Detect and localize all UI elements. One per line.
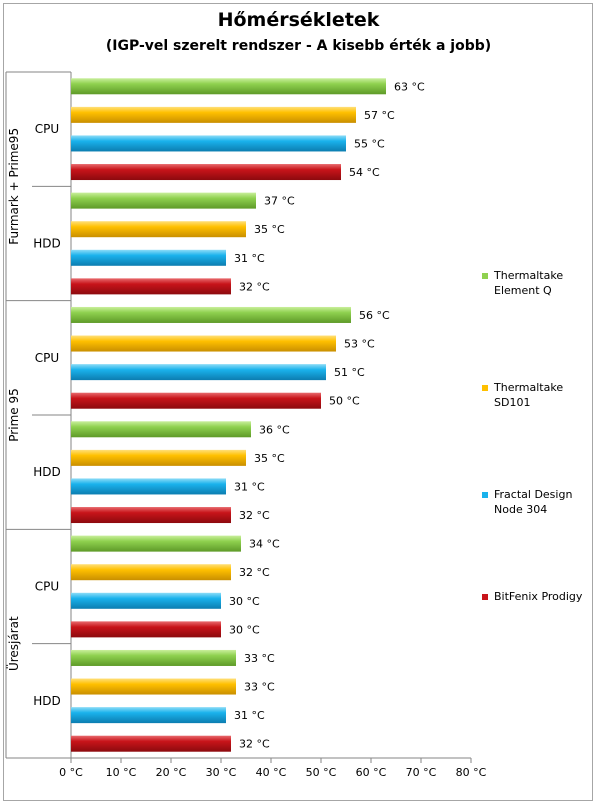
legend-swatch	[482, 492, 488, 498]
subgroup-label: CPU	[35, 580, 59, 594]
chart-title: Hőmérsékletek	[217, 9, 380, 31]
data-label: 53 °C	[344, 338, 375, 351]
data-label: 31 °C	[234, 709, 265, 722]
bar	[71, 249, 226, 266]
data-label: 57 °C	[364, 109, 395, 122]
bar	[71, 735, 231, 752]
bar	[71, 592, 221, 609]
data-label: 55 °C	[354, 137, 385, 150]
data-label: 31 °C	[234, 480, 265, 493]
legend-label: Element Q	[494, 284, 552, 297]
bar	[71, 221, 246, 238]
data-label: 35 °C	[254, 223, 285, 236]
data-label: 56 °C	[359, 309, 390, 322]
data-label: 33 °C	[244, 681, 275, 694]
data-label: 51 °C	[334, 366, 365, 379]
data-label: 54 °C	[349, 166, 380, 179]
bar	[71, 306, 351, 323]
legend-swatch	[482, 385, 488, 391]
bar	[71, 135, 346, 152]
bar	[71, 449, 246, 466]
legend-label: Fractal Design	[494, 488, 572, 501]
subgroup-label: CPU	[35, 122, 59, 136]
legend-label: BitFenix Prodigy	[494, 590, 583, 603]
bar	[71, 364, 326, 381]
x-tick-label: 30 °C	[206, 766, 237, 779]
data-label: 30 °C	[229, 595, 260, 608]
subgroup-label: HDD	[33, 694, 61, 708]
subgroup-label: CPU	[35, 351, 59, 365]
bar	[71, 507, 231, 524]
x-tick-label: 70 °C	[406, 766, 437, 779]
x-tick-label: 60 °C	[356, 766, 387, 779]
bar	[71, 649, 236, 666]
legend-swatch	[482, 273, 488, 279]
group-label: Üresjárat	[5, 616, 21, 671]
x-tick-label: 10 °C	[106, 766, 137, 779]
legend-swatch	[482, 594, 488, 600]
data-label: 34 °C	[249, 538, 280, 551]
bar	[71, 621, 221, 638]
bar	[71, 106, 356, 123]
x-tick-label: 0 °C	[59, 766, 83, 779]
group-label: Prime 95	[7, 388, 21, 441]
bar	[71, 707, 226, 724]
data-label: 37 °C	[264, 195, 295, 208]
bar	[71, 564, 231, 581]
x-tick-label: 20 °C	[156, 766, 187, 779]
data-label: 31 °C	[234, 252, 265, 265]
data-label: 63 °C	[394, 80, 425, 93]
data-label: 35 °C	[254, 452, 285, 465]
bar	[71, 78, 386, 95]
x-tick-label: 50 °C	[306, 766, 337, 779]
data-label: 32 °C	[239, 509, 270, 522]
data-label: 32 °C	[239, 566, 270, 579]
data-label: 33 °C	[244, 652, 275, 665]
data-label: 32 °C	[239, 280, 270, 293]
subgroup-label: HDD	[33, 465, 61, 479]
bar	[71, 535, 241, 552]
data-label: 50 °C	[329, 395, 360, 408]
data-label: 36 °C	[259, 423, 290, 436]
bar	[71, 278, 231, 295]
x-tick-label: 40 °C	[256, 766, 287, 779]
data-label: 30 °C	[229, 623, 260, 636]
bar	[71, 192, 256, 209]
legend-label: Thermaltake	[493, 269, 563, 282]
bar	[71, 421, 251, 438]
chart-subtitle: (IGP-vel szerelt rendszer - A kisebb ért…	[105, 38, 492, 54]
x-tick-label: 80 °C	[456, 766, 487, 779]
data-label: 32 °C	[239, 738, 270, 751]
bar	[71, 164, 341, 181]
legend-label: Thermaltake	[493, 381, 563, 394]
legend-label: SD101	[494, 396, 530, 409]
bar	[71, 478, 226, 495]
bar	[71, 335, 336, 352]
bar	[71, 678, 236, 695]
bar	[71, 392, 321, 409]
group-label: Furmark + Prime95	[7, 128, 21, 245]
subgroup-label: HDD	[33, 237, 61, 251]
legend-label: Node 304	[494, 503, 547, 516]
